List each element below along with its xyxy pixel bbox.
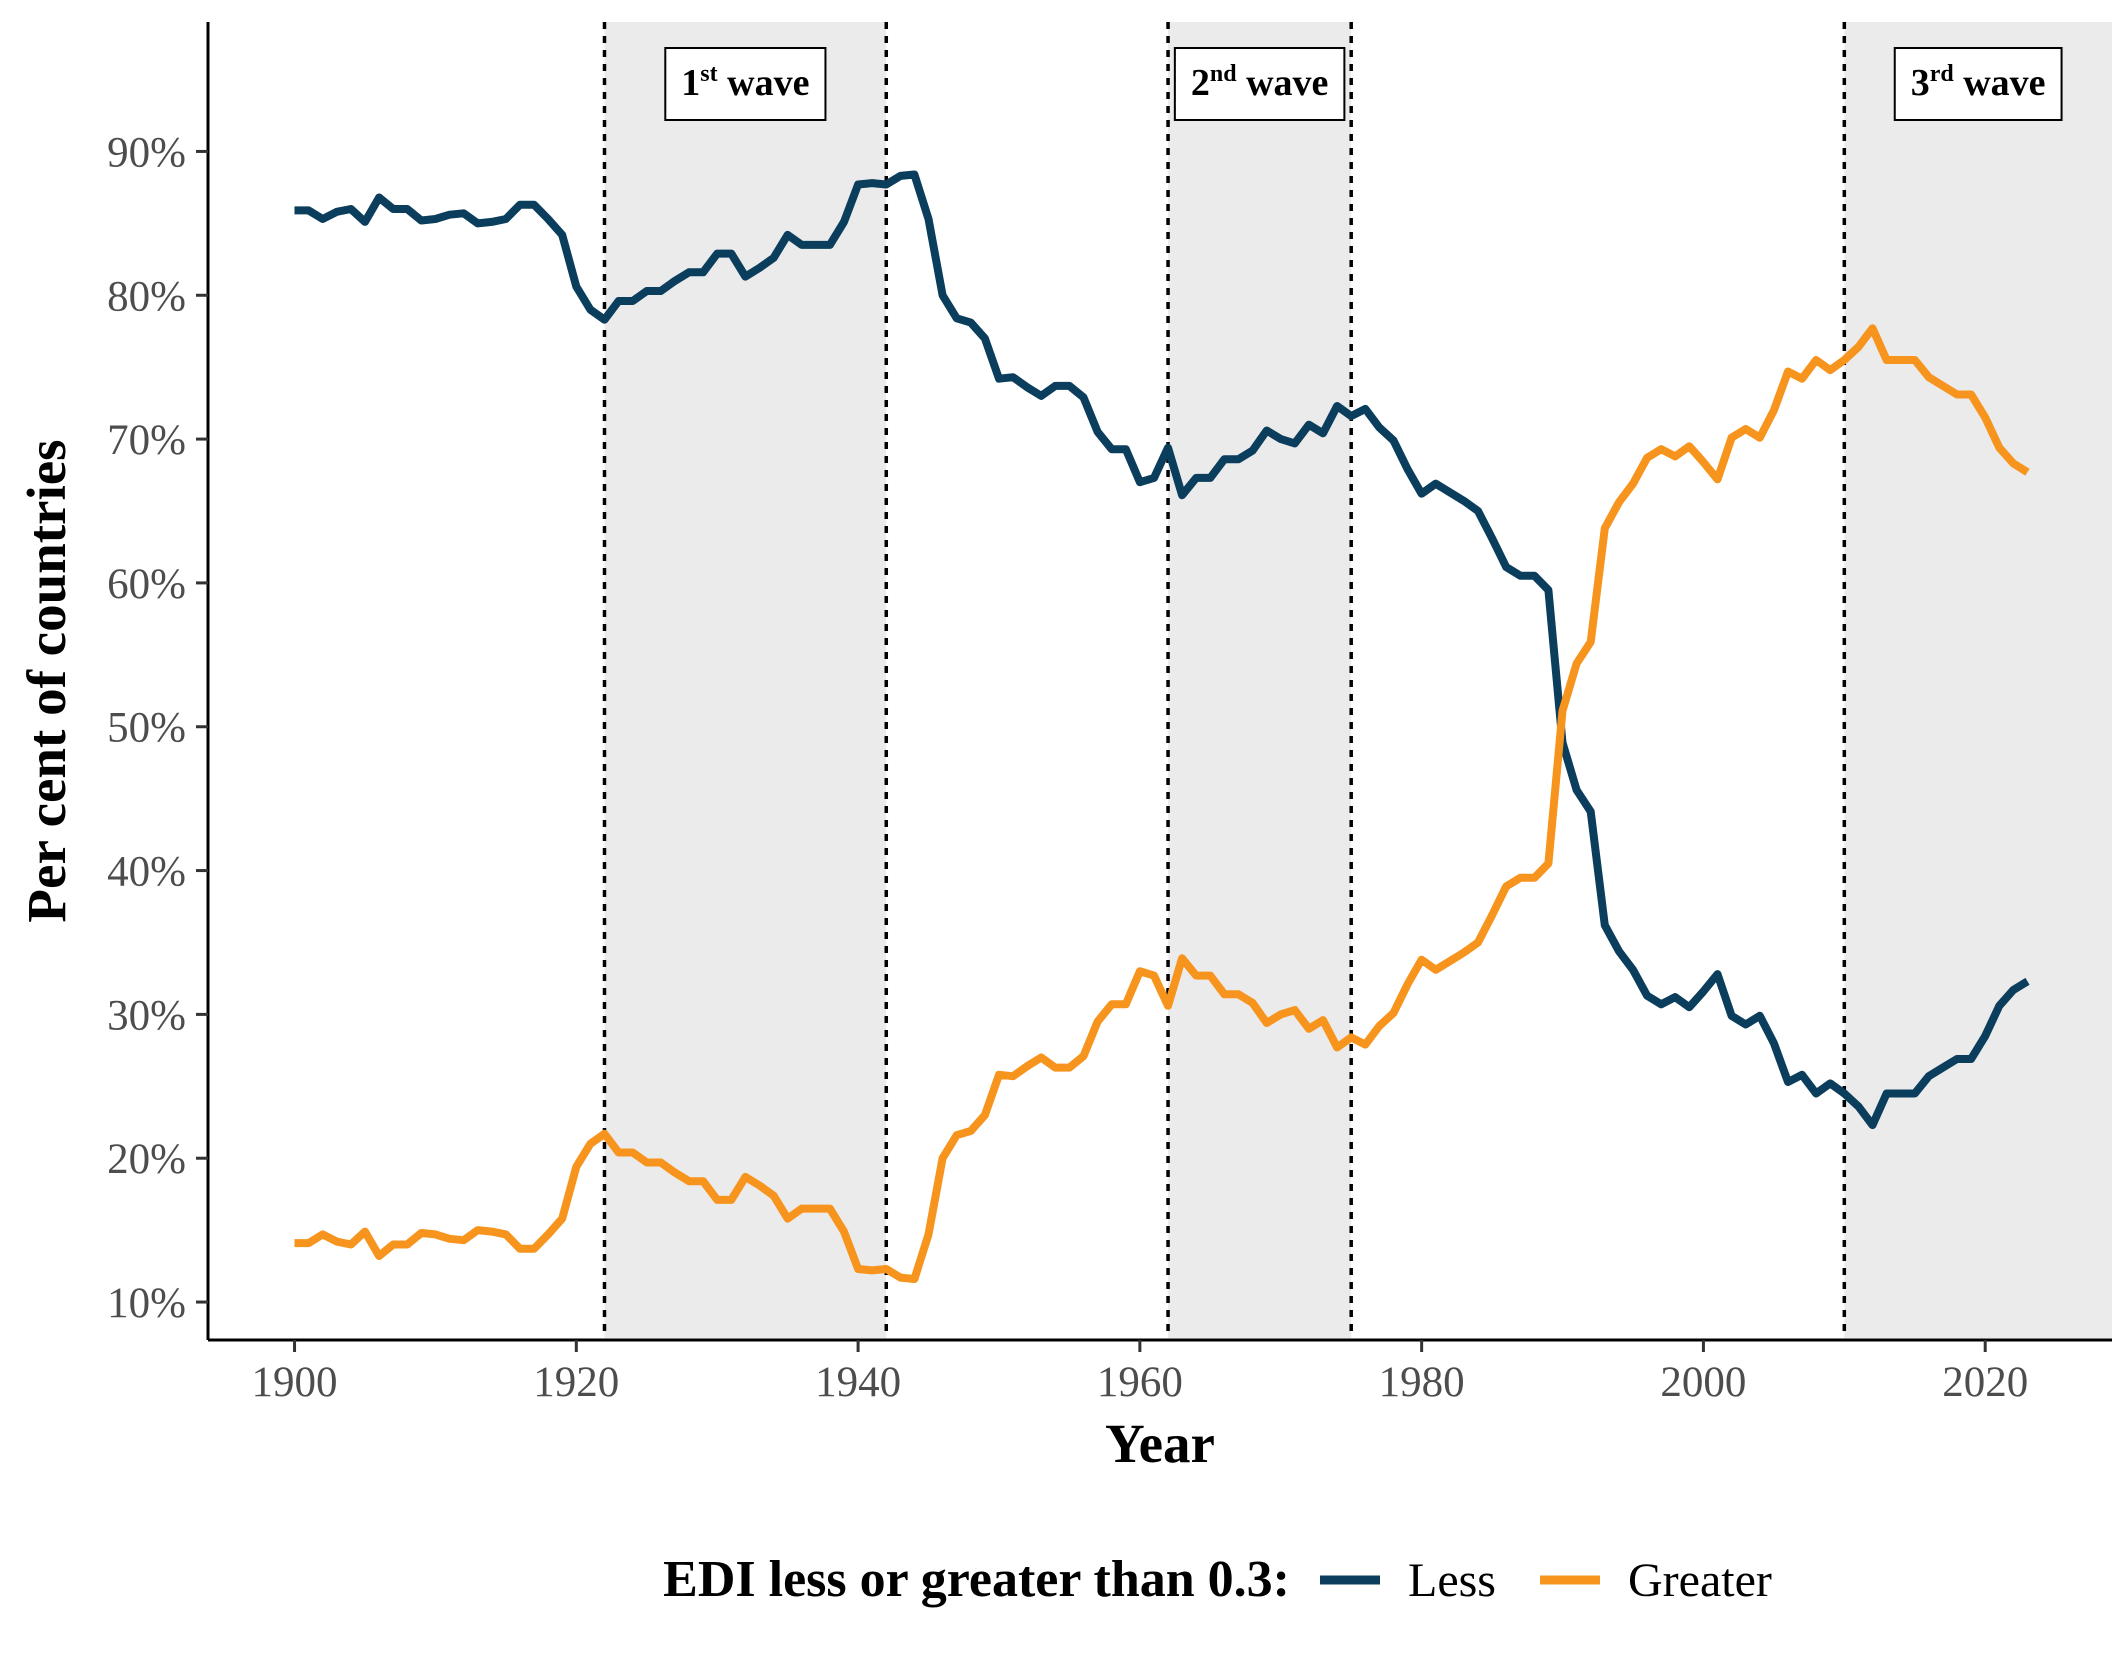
wave-label-text: 3rd wave bbox=[1911, 61, 2046, 104]
legend-label-greater: Greater bbox=[1628, 1554, 1772, 1607]
x-tick-label: 1900 bbox=[252, 1359, 338, 1406]
y-tick-label: 70% bbox=[107, 417, 186, 464]
y-tick-label: 80% bbox=[107, 273, 186, 320]
wave-label-box bbox=[664, 47, 827, 121]
x-tick-label: 2020 bbox=[1942, 1359, 2028, 1406]
y-tick-label: 30% bbox=[107, 992, 186, 1039]
y-tick-label: 50% bbox=[107, 705, 186, 752]
series-line-greater bbox=[294, 324, 2030, 1283]
wave-label-1: 1st wave bbox=[664, 47, 827, 121]
wave-label-3: 3rd wave bbox=[1893, 47, 2063, 121]
wave-bands bbox=[604, 22, 2112, 1338]
wave-band-2 bbox=[1168, 22, 1352, 1338]
wave-labels: 1st wave 2nd wave 3rd wave bbox=[664, 47, 2063, 121]
wave-band-1 bbox=[604, 22, 887, 1338]
wave-label-text: 1st wave bbox=[681, 61, 809, 104]
x-tick-label: 1940 bbox=[815, 1359, 901, 1406]
series-line-less bbox=[294, 170, 2030, 1130]
x-tick-label: 1980 bbox=[1379, 1359, 1465, 1406]
legend: EDI less or greater than 0.3: Less Great… bbox=[663, 1551, 1772, 1608]
x-axis-ticks: 1900 1920 1940 1960 1980 2000 2020 bbox=[252, 1340, 2028, 1406]
x-tick-label: 1960 bbox=[1097, 1359, 1183, 1406]
y-tick-label: 10% bbox=[107, 1280, 186, 1327]
y-tick-label: 90% bbox=[107, 129, 186, 176]
x-tick-label: 2000 bbox=[1660, 1359, 1746, 1406]
wave-label-text: 2nd wave bbox=[1191, 61, 1329, 104]
y-axis-title: Per cent of countries bbox=[16, 439, 77, 922]
y-axis-ticks: 10% 20% 30% 40% 50% 60% 70% 80% 90% bbox=[107, 129, 208, 1327]
data-series bbox=[294, 170, 2030, 1283]
x-axis-title: Year bbox=[1105, 1413, 1215, 1474]
wave-band-3 bbox=[1844, 22, 2112, 1338]
wave-boundary-lines bbox=[602, 22, 1847, 1338]
y-tick-label: 20% bbox=[107, 1136, 186, 1183]
wave-label-box bbox=[1893, 47, 2063, 121]
legend-title: EDI less or greater than 0.3: bbox=[663, 1551, 1290, 1608]
legend-label-less: Less bbox=[1408, 1554, 1496, 1607]
wave-label-2: 2nd wave bbox=[1173, 47, 1346, 121]
x-tick-label: 1920 bbox=[533, 1359, 619, 1406]
axes bbox=[206, 22, 2112, 1342]
wave-label-box bbox=[1173, 47, 1346, 121]
y-tick-label: 40% bbox=[107, 849, 186, 896]
y-tick-label: 60% bbox=[107, 561, 186, 608]
